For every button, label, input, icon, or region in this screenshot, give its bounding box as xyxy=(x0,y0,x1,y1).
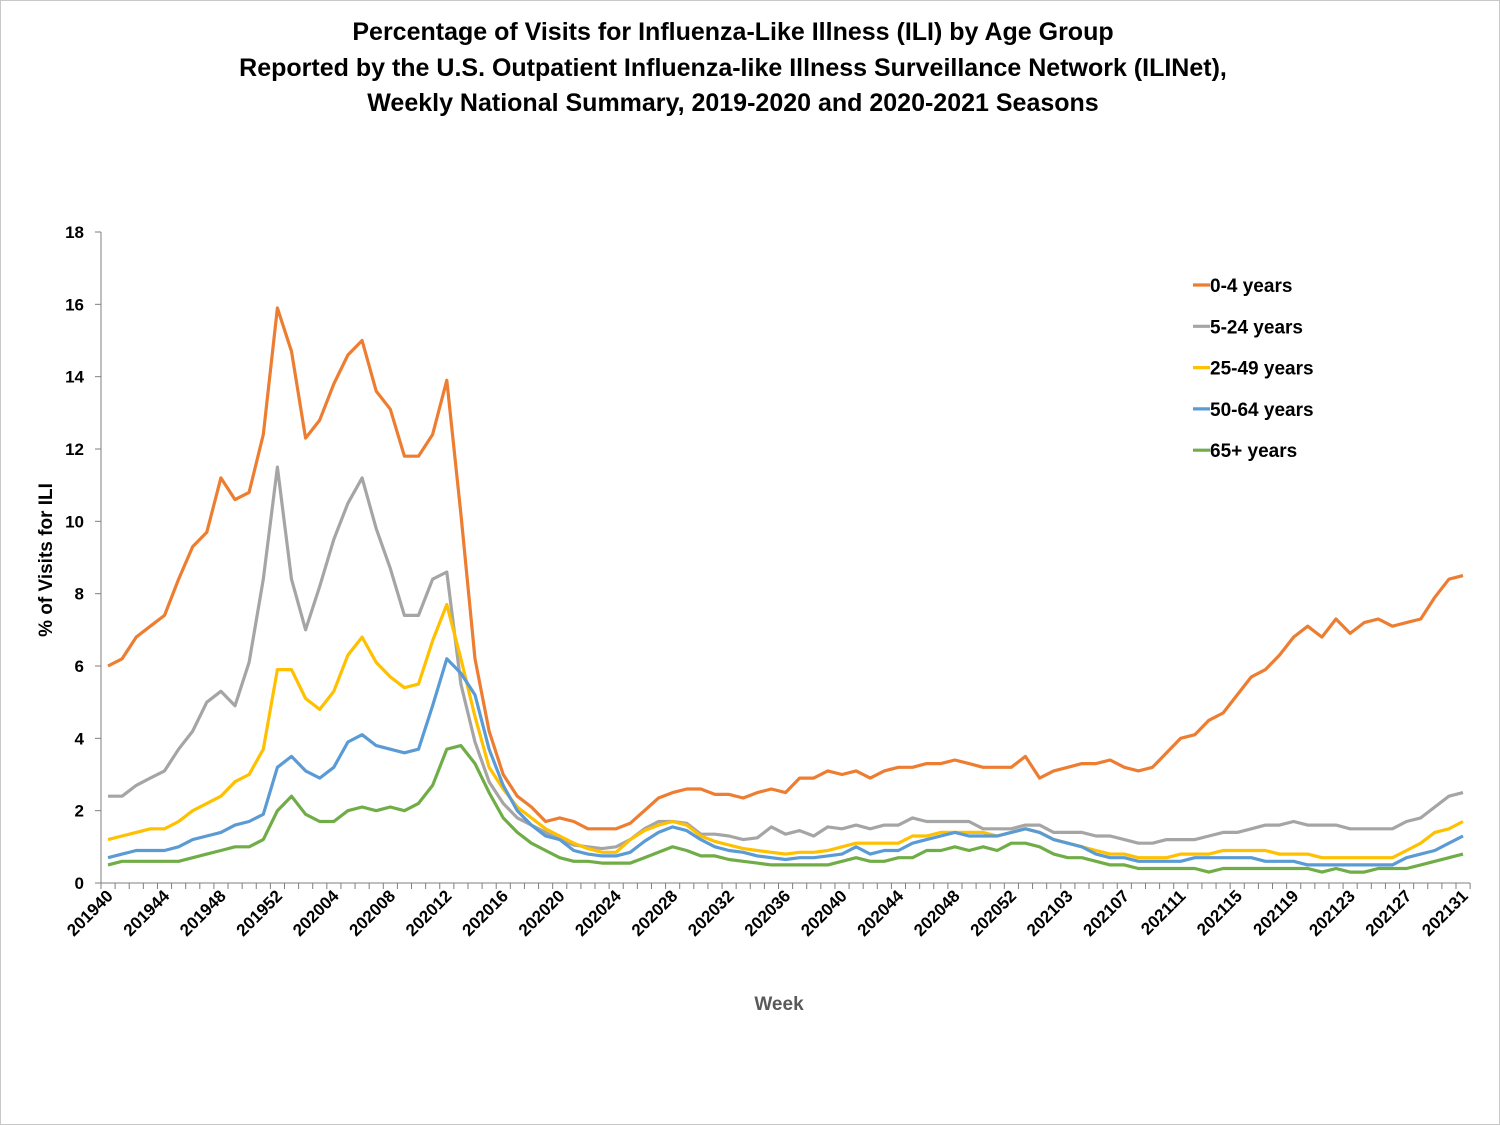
y-tick-label: 8 xyxy=(75,585,84,604)
x-tick-label: 201944 xyxy=(120,886,174,940)
x-tick-label: 202044 xyxy=(854,886,908,940)
chart-title-line-3: Weekly National Summary, 2019-2020 and 2… xyxy=(367,89,1099,117)
x-tick-label: 202119 xyxy=(1250,886,1303,939)
x-tick-label: 202111 xyxy=(1137,886,1189,938)
y-tick-label: 10 xyxy=(65,512,84,531)
y-tick-label: 18 xyxy=(65,223,84,242)
legend-label: 5-24 years xyxy=(1210,317,1303,338)
series-line-50-64-years xyxy=(107,657,1464,867)
x-tick-label: 202004 xyxy=(289,886,343,940)
x-tick-label: 202028 xyxy=(628,886,682,940)
chart-title-line-1: Percentage of Visits for Influenza-Like … xyxy=(352,18,1114,46)
chart-title-line-2: Reported by the U.S. Outpatient Influenz… xyxy=(239,54,1227,82)
series-line-0-4-years xyxy=(107,306,1464,831)
x-tick-label: 202123 xyxy=(1305,886,1359,940)
x-tick-label: 202048 xyxy=(910,886,964,940)
series-line-5-24-years xyxy=(108,465,1464,851)
x-tick-label: 202012 xyxy=(402,886,456,940)
x-tick-label: 202131 xyxy=(1418,886,1472,940)
legend-label: 0-4 years xyxy=(1210,276,1292,297)
x-axis-title: Week xyxy=(754,994,804,1015)
legend-label: 25-49 years xyxy=(1210,359,1314,380)
x-tick-label: 201940 xyxy=(63,886,117,940)
x-tick-label: 202040 xyxy=(797,886,851,940)
y-axis-title: % of Visits for ILI xyxy=(36,483,57,637)
x-tick-label: 202016 xyxy=(458,886,512,940)
series-line-65-years xyxy=(107,743,1464,874)
x-tick-label: 201952 xyxy=(233,886,287,940)
x-tick-label: 202024 xyxy=(571,886,625,940)
series-lines xyxy=(107,306,1464,874)
x-tick-label: 202032 xyxy=(684,886,738,940)
y-tick-label: 4 xyxy=(75,729,85,748)
x-tick-label: 202107 xyxy=(1080,886,1134,940)
x-tick-label: 201948 xyxy=(176,886,230,940)
x-tick-label: 202103 xyxy=(1023,886,1077,940)
legend-label: 65+ years xyxy=(1210,441,1297,462)
x-tick-label: 202036 xyxy=(741,886,795,940)
y-tick-label: 0 xyxy=(75,874,84,893)
y-tick-label: 16 xyxy=(65,295,84,314)
legend: 0-4 years 5-24 years 25-49 years 50-64 year… xyxy=(1193,276,1314,462)
x-tick-label: 202115 xyxy=(1193,886,1246,939)
y-tick-label: 14 xyxy=(65,368,84,387)
legend-label: 50-64 years xyxy=(1210,400,1314,421)
y-tick-label: 12 xyxy=(65,440,84,459)
x-tick-label: 202052 xyxy=(967,886,1021,940)
y-tick-label: 2 xyxy=(75,802,84,821)
series-line-25-49-years xyxy=(107,602,1464,860)
y-tick-label: 6 xyxy=(75,657,84,676)
x-tick-label: 202127 xyxy=(1362,886,1416,940)
x-tick-label: 202008 xyxy=(346,886,400,940)
x-tick-label: 202020 xyxy=(515,886,569,940)
